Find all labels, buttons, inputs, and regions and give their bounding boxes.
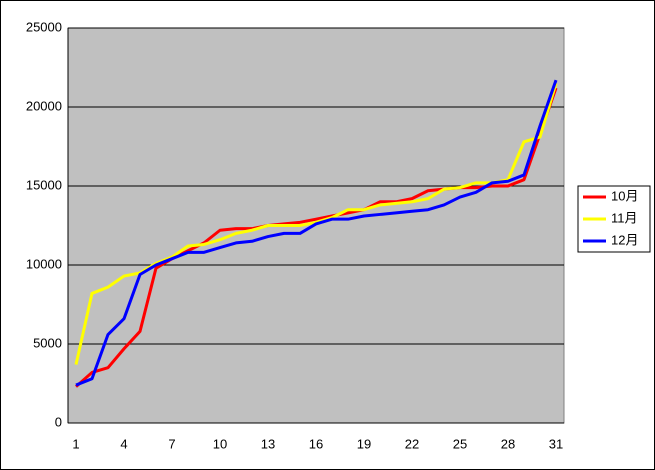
y-tick-label: 15000	[26, 177, 62, 192]
x-tick-label: 13	[261, 436, 275, 451]
x-tick-label: 16	[309, 436, 323, 451]
y-tick-label: 20000	[26, 98, 62, 113]
y-tick-label: 5000	[33, 335, 62, 350]
y-tick-label: 10000	[26, 256, 62, 271]
x-tick-label: 19	[357, 436, 371, 451]
x-tick-label: 28	[501, 436, 515, 451]
x-tick-label: 7	[168, 436, 175, 451]
y-tick-label: 0	[55, 414, 62, 429]
legend-label: 12月	[611, 232, 638, 247]
x-tick-label: 4	[120, 436, 127, 451]
x-tick-label: 1	[72, 436, 79, 451]
series-line	[75, 79, 558, 387]
x-tick-label: 25	[453, 436, 467, 451]
legend-label: 11月	[611, 210, 638, 225]
x-tick-label: 31	[549, 436, 563, 451]
x-tick-label: 10	[213, 436, 227, 451]
series-line	[75, 87, 558, 388]
legend-label: 10月	[611, 188, 638, 203]
x-tick-label: 22	[405, 436, 419, 451]
y-tick-label: 25000	[26, 19, 62, 34]
